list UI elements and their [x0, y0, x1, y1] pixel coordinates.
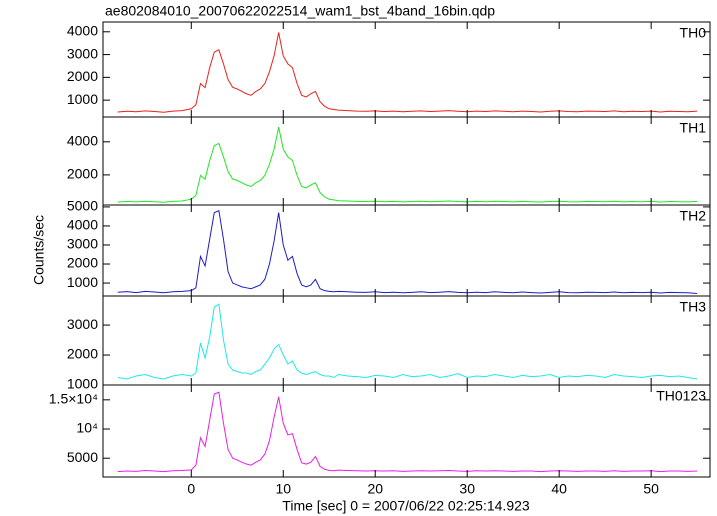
- y-tick-label: 2000: [67, 68, 98, 84]
- light-curve: [117, 32, 698, 113]
- panel-frame: [102, 21, 711, 118]
- x-tick-label: 20: [367, 481, 383, 497]
- y-tick-label: 1000: [67, 376, 98, 392]
- y-tick-label: 3000: [67, 316, 98, 332]
- y-tick-label: 5000: [67, 198, 98, 214]
- y-tick-label: 3000: [67, 45, 98, 61]
- panel-label: TH3: [680, 299, 707, 315]
- x-tick-label: 10: [275, 481, 291, 497]
- panel-label: TH2: [680, 208, 707, 224]
- panel-label: TH0123: [656, 388, 706, 404]
- panel-frame: [102, 204, 711, 297]
- y-tick-label: 3000: [67, 236, 98, 252]
- light-curve: [117, 303, 698, 380]
- y-tick-label: 4000: [67, 22, 98, 38]
- x-tick-label: 50: [643, 481, 659, 497]
- y-tick-label: 2000: [67, 166, 98, 182]
- y-tick-label: 4000: [67, 133, 98, 149]
- light-curve: [117, 126, 698, 203]
- y-tick-label: 1000: [67, 274, 98, 290]
- y-tick-label: 1.5×10⁴: [49, 391, 98, 407]
- panel-label: TH0: [680, 25, 707, 41]
- panel-frame: [102, 116, 711, 206]
- y-tick-label: 2000: [67, 346, 98, 362]
- panel-frame: [102, 384, 711, 478]
- y-tick-label: 5000: [67, 449, 98, 465]
- x-tick-label: 40: [551, 481, 567, 497]
- panel-label: TH1: [680, 120, 707, 136]
- y-tick-label: 4000: [67, 217, 98, 233]
- y-tick-label: 2000: [67, 255, 98, 271]
- x-tick-label: 30: [459, 481, 475, 497]
- y-tick-label: 10⁴: [76, 420, 98, 436]
- x-axis-label: Time [sec] 0 = 2007/06/22 02:25:14.923: [282, 498, 530, 514]
- y-tick-label: 1000: [67, 91, 98, 107]
- light-curve: [117, 391, 698, 473]
- chart-title: ae802084010_20070622022514_wam1_bst_4ban…: [105, 3, 495, 19]
- light-curve: [117, 210, 698, 295]
- x-tick-label: 0: [187, 481, 195, 497]
- y-axis-label: Counts/sec: [31, 215, 47, 285]
- panel-frame: [102, 295, 711, 386]
